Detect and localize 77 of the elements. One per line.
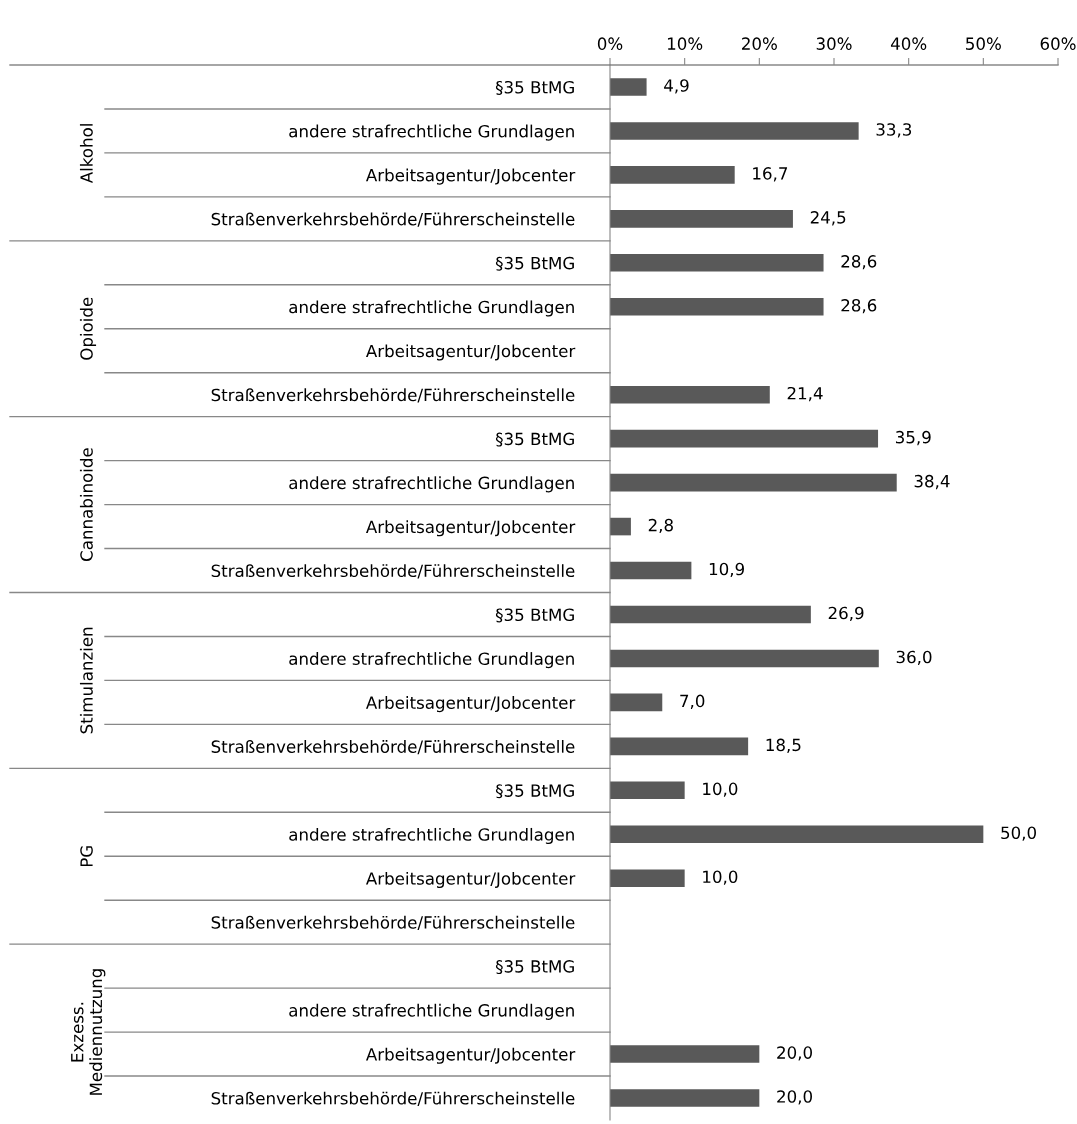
- y-tick-label: andere strafrechtliche Grundlagen: [289, 300, 574, 317]
- y-tick-label: §35 BtMG: [495, 608, 574, 623]
- bar: [610, 429, 879, 448]
- y-tick-label: Arbeitsagentur/Jobcenter: [365, 1047, 576, 1064]
- bar: [610, 781, 685, 800]
- text: Exzess. Mediennutzung: [71, 969, 106, 1095]
- bar: [610, 1089, 760, 1107]
- data-label: 38,4: [914, 474, 950, 490]
- y-tick-label: Straßenverkehrsbehörde/Führerscheinstelle: [211, 388, 575, 403]
- data-label: 10,9: [709, 562, 744, 578]
- y-tick-label: andere strafrechtliche Grundlagen: [289, 476, 574, 493]
- x-tick-label: 20%: [742, 37, 777, 50]
- y-tick-label: Arbeitsagentur/Jobcenter: [365, 168, 576, 185]
- x-tick-label: 40%: [890, 37, 927, 50]
- x-tick-label: 60%: [1040, 37, 1076, 50]
- data-label: 50,0: [1001, 826, 1036, 841]
- bar: [610, 297, 824, 316]
- y-tick-label: andere strafrechtliche Grundlagen: [289, 827, 574, 845]
- text: Stimulanzien: [79, 627, 93, 734]
- bar: [610, 78, 647, 96]
- bar: [610, 517, 631, 536]
- x-tick-label: 30%: [816, 37, 852, 50]
- x-tick-label: 50%: [966, 37, 1001, 50]
- data-label: 28,6: [841, 255, 877, 270]
- bar: [610, 1045, 760, 1063]
- data-label: 10,0: [703, 782, 738, 797]
- data-label: 21,4: [787, 386, 823, 402]
- data-label: 16,7: [753, 167, 788, 182]
- y-tick-label: Arbeitsagentur/Jobcenter: [365, 696, 576, 713]
- data-label: 10,0: [703, 870, 738, 885]
- y-tick-label: §35 BtMG: [495, 432, 574, 447]
- y-tick-label: Straßenverkehrsbehörde/Führerscheinstelle: [211, 212, 575, 227]
- data-label: 26,9: [828, 606, 864, 622]
- bar: [610, 122, 859, 140]
- data-label: 35,9: [895, 430, 931, 446]
- data-label: 24,5: [810, 211, 846, 226]
- bar: [610, 561, 692, 580]
- data-label: 36,0: [896, 650, 932, 665]
- x-tick-label: 0%: [597, 37, 623, 50]
- text: Opioide: [79, 297, 97, 360]
- bar: [610, 737, 749, 756]
- x-tick-label: 10%: [667, 37, 703, 50]
- y-tick-label: Arbeitsagentur/Jobcenter: [365, 520, 576, 537]
- bar: [610, 605, 811, 624]
- bar: [610, 210, 793, 228]
- y-tick-label: §35 BtMG: [495, 256, 574, 271]
- bar: [610, 166, 735, 184]
- y-tick-label: Arbeitsagentur/Jobcenter: [365, 871, 576, 889]
- data-label: 33,3: [876, 123, 912, 138]
- y-tick-label: Straßenverkehrsbehörde/Führerscheinstelle: [211, 915, 575, 931]
- bar: [610, 649, 879, 668]
- bar: [610, 254, 824, 272]
- data-label: 28,6: [841, 299, 877, 314]
- data-label: 2,8: [648, 518, 673, 534]
- y-tick-label: andere strafrechtliche Grundlagen: [289, 652, 574, 669]
- y-tick-label: §35 BtMG: [495, 784, 574, 799]
- data-label: 4,9: [664, 79, 689, 94]
- bar: [610, 869, 685, 888]
- bar: [610, 825, 984, 844]
- bar: [610, 693, 663, 712]
- bar: [610, 473, 897, 492]
- text: PG: [80, 846, 93, 867]
- y-tick-label: §35 BtMG: [495, 80, 574, 95]
- bar: [610, 385, 770, 404]
- text: Cannabinoide: [79, 448, 93, 561]
- y-tick-label: Arbeitsagentur/Jobcenter: [365, 344, 576, 361]
- y-tick-label: §35 BtMG: [495, 960, 574, 975]
- y-tick-label: andere strafrechtliche Grundlagen: [289, 124, 574, 141]
- data-label: 20,0: [777, 1090, 812, 1105]
- data-label: 18,5: [766, 738, 801, 753]
- y-tick-label: Straßenverkehrsbehörde/Führerscheinstelle: [211, 564, 575, 579]
- y-tick-label: Straßenverkehrsbehörde/Führerscheinstelle: [211, 740, 575, 755]
- data-label: 7,0: [680, 694, 705, 709]
- text: Alkohol: [79, 124, 93, 184]
- data-label: 20,0: [777, 1046, 812, 1061]
- y-tick-label: andere strafrechtliche Grundlagen: [289, 1003, 574, 1020]
- y-tick-label: Straßenverkehrsbehörde/Führerscheinstelle: [211, 1091, 575, 1106]
